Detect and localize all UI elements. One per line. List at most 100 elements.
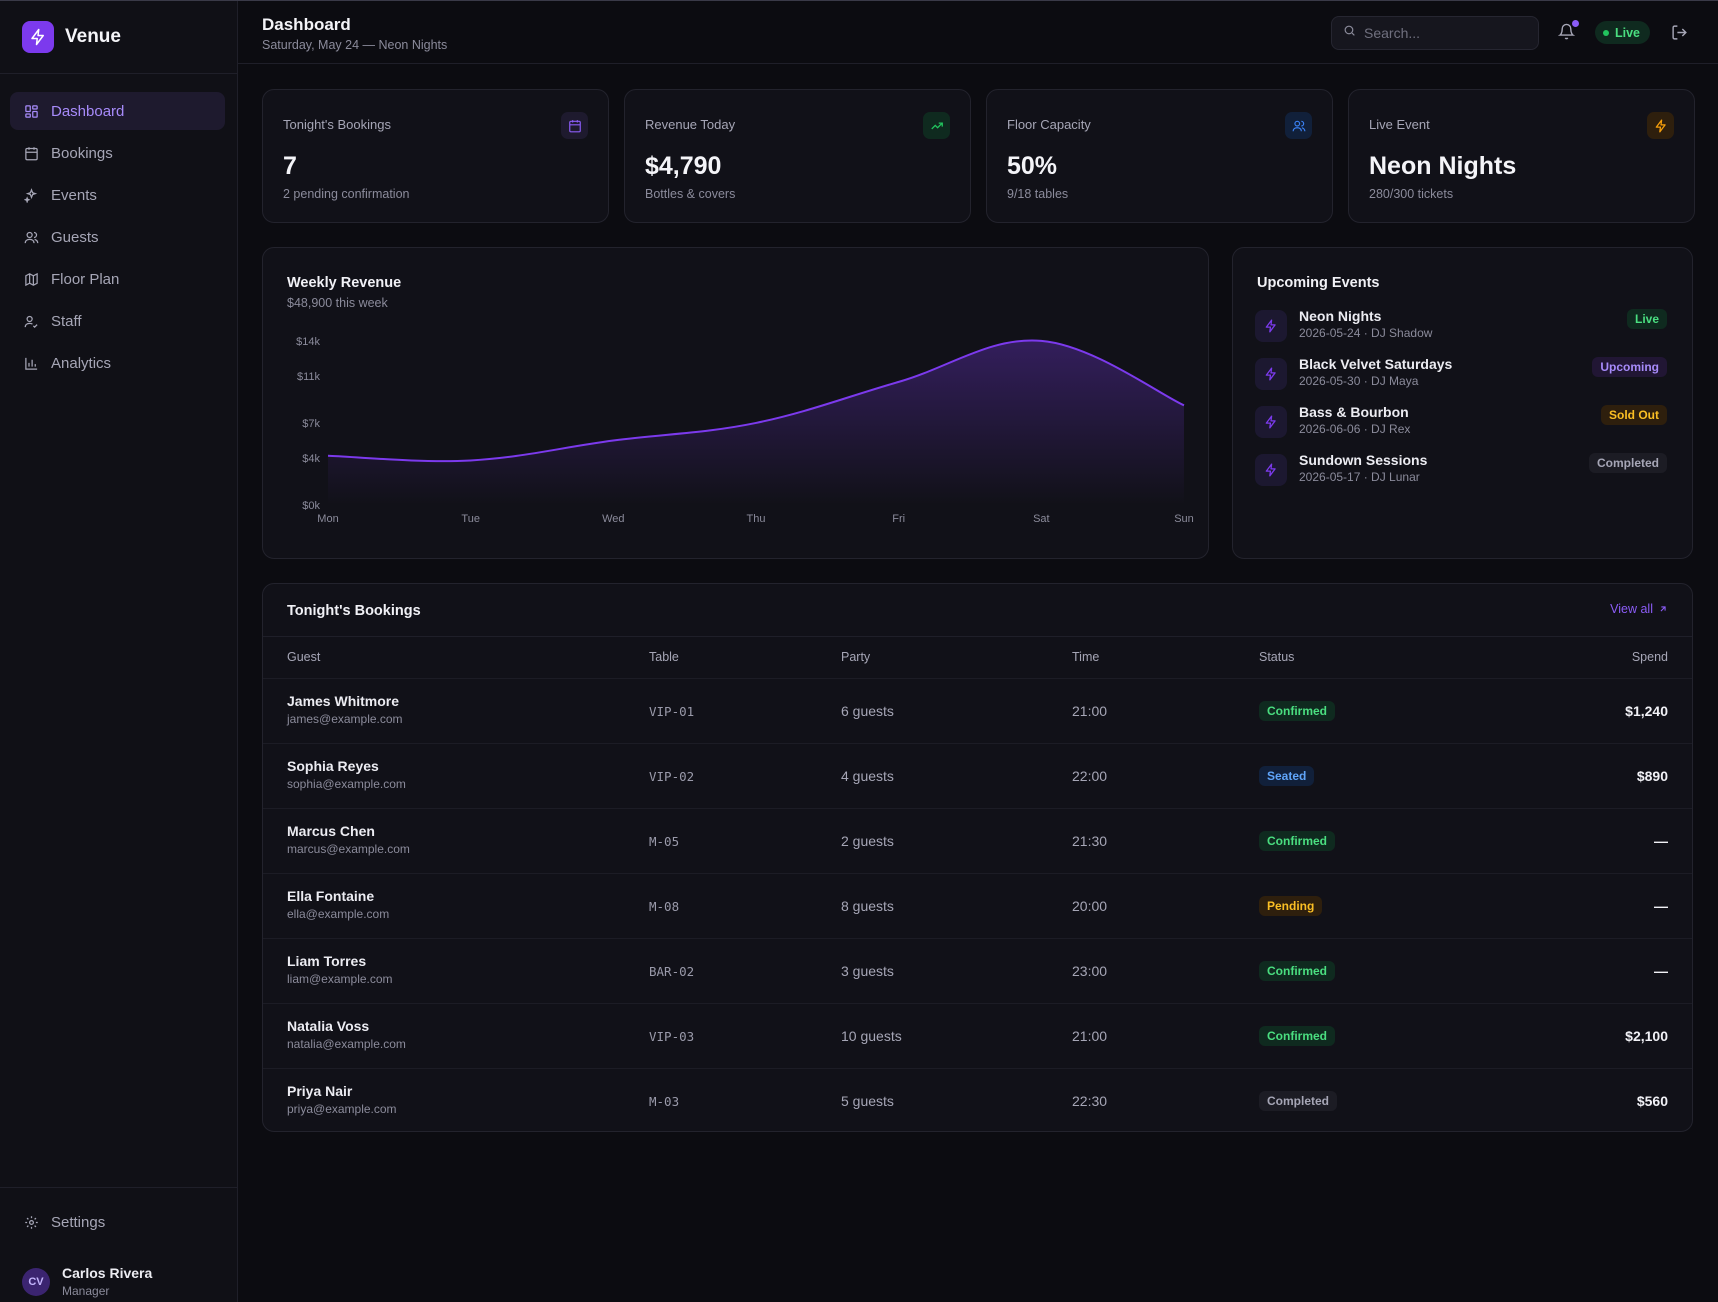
table-row[interactable]: Natalia Voss natalia@example.com VIP-03 … (263, 1003, 1692, 1068)
bell-icon (1557, 23, 1576, 44)
guest-name: James Whitmore (287, 693, 400, 709)
arrow-up-right-icon (1658, 604, 1668, 614)
table-title: Tonight's Bookings (287, 603, 421, 619)
column-header-party: Party (841, 650, 871, 664)
spend-amount: $890 (1636, 768, 1668, 784)
sidebar-item-events[interactable]: Events (10, 176, 225, 214)
upcoming-title: Upcoming Events (1257, 275, 1380, 291)
view-all-link[interactable]: View all (1610, 602, 1668, 616)
status-badge: Confirmed (1259, 1026, 1335, 1046)
booking-time: 22:30 (1072, 1093, 1108, 1109)
event-meta: 2026-05-24 · DJ Shadow (1299, 326, 1433, 340)
booking-time: 21:30 (1072, 833, 1108, 849)
search-icon (1343, 24, 1356, 42)
sparkle-icon (23, 187, 39, 203)
guest-email: sophia@example.com (287, 777, 406, 791)
x-tick-label: Sat (1033, 513, 1050, 525)
guest-email: natalia@example.com (287, 1037, 406, 1051)
page-subtitle: Saturday, May 24 — Neon Nights (262, 38, 448, 52)
bolt-icon (1255, 358, 1287, 390)
table-id: VIP-03 (649, 1029, 695, 1044)
search-input[interactable] (1364, 25, 1524, 41)
status-badge: Sold Out (1601, 405, 1667, 425)
table-row[interactable]: Sophia Reyes sophia@example.com VIP-02 4… (263, 743, 1692, 808)
table-row[interactable]: Liam Torres liam@example.com BAR-02 3 gu… (263, 938, 1692, 1003)
stat-value: 7 (283, 152, 297, 180)
stat-sub: 280/300 tickets (1369, 187, 1454, 201)
event-meta: 2026-05-30 · DJ Maya (1299, 374, 1419, 388)
booking-time: 21:00 (1072, 1028, 1108, 1044)
event-item[interactable]: Black Velvet Saturdays 2026-05-30 · DJ M… (1255, 352, 1667, 396)
x-tick-label: Mon (317, 513, 338, 525)
sidebar-item-guests[interactable]: Guests (10, 218, 225, 256)
user-name: Carlos Rivera (62, 1265, 153, 1281)
live-status-badge: Live (1595, 21, 1651, 44)
sidebar-item-label: Bookings (51, 144, 113, 162)
logout-button[interactable] (1671, 24, 1689, 42)
user-profile[interactable]: CV Carlos Rivera Manager (22, 1265, 152, 1298)
table-id: M-03 (649, 1094, 680, 1109)
column-header-guest: Guest (287, 650, 321, 664)
stat-sub: Bottles & covers (645, 187, 736, 201)
stat-card-live-event: Live Event Neon Nights 280/300 tickets (1348, 89, 1695, 223)
y-tick-label: $11k (297, 371, 321, 383)
guest-email: ella@example.com (287, 907, 390, 921)
table-id: M-08 (649, 899, 680, 914)
sidebar-item-bookings[interactable]: Bookings (10, 134, 225, 172)
column-header-time: Time (1072, 650, 1100, 664)
status-badge: Seated (1259, 766, 1315, 786)
stat-sub: 9/18 tables (1007, 187, 1069, 201)
sidebar-item-settings[interactable]: Settings (23, 1214, 105, 1231)
column-header-spend: Spend (1631, 650, 1668, 664)
table-row[interactable]: Ella Fontaine ella@example.com M-08 8 gu… (263, 873, 1692, 938)
gear-icon (23, 1215, 39, 1231)
event-meta: 2026-05-17 · DJ Lunar (1299, 470, 1420, 484)
upcoming-events-panel: Upcoming Events Neon Nights 2026-05-24 ·… (1232, 247, 1693, 559)
table-row[interactable]: Priya Nair priya@example.com M-03 5 gues… (263, 1068, 1692, 1133)
divider (0, 73, 237, 74)
sidebar-item-staff[interactable]: Staff (10, 302, 225, 340)
stat-card-capacity: Floor Capacity 50% 9/18 tables (986, 89, 1333, 223)
live-dot-icon (1603, 29, 1609, 36)
user-role: Manager (62, 1284, 110, 1298)
bolt-icon (1255, 310, 1287, 342)
status-badge: Completed (1588, 453, 1667, 473)
trending-up-icon (923, 112, 950, 139)
logout-icon (1671, 25, 1688, 45)
calendar-icon (561, 112, 588, 139)
table-row[interactable]: James Whitmore james@example.com VIP-01 … (263, 678, 1692, 743)
sidebar-item-label: Floor Plan (51, 270, 120, 288)
party-size: 6 guests (841, 703, 894, 719)
status-badge: Completed (1259, 1091, 1338, 1111)
stat-value: 50% (1007, 152, 1058, 180)
spend-amount: $560 (1636, 1093, 1668, 1109)
event-item[interactable]: Neon Nights 2026-05-24 · DJ Shadow Live (1255, 304, 1667, 348)
event-item[interactable]: Bass & Bourbon 2026-06-06 · DJ Rex Sold … (1255, 400, 1667, 444)
sidebar-item-analytics[interactable]: Analytics (10, 344, 225, 382)
bar-chart-icon (23, 355, 39, 371)
table-id: BAR-02 (649, 964, 695, 979)
party-size: 5 guests (841, 1093, 894, 1109)
brand[interactable]: Venue (22, 21, 121, 53)
users-icon (23, 229, 39, 245)
booking-time: 22:00 (1072, 768, 1108, 784)
user-check-icon (23, 313, 39, 329)
booking-time: 20:00 (1072, 898, 1108, 914)
spend-amount: — (1654, 963, 1668, 979)
sidebar-item-dashboard[interactable]: Dashboard (10, 92, 225, 130)
spend-amount: $1,240 (1625, 703, 1668, 719)
users-icon (1285, 112, 1312, 139)
guest-name: Natalia Voss (287, 1018, 370, 1034)
stat-value: Neon Nights (1369, 152, 1517, 180)
sidebar-item-floor-plan[interactable]: Floor Plan (10, 260, 225, 298)
table-row[interactable]: Marcus Chen marcus@example.com M-05 2 gu… (263, 808, 1692, 873)
search-box[interactable] (1331, 16, 1539, 50)
notifications-button[interactable] (1557, 20, 1579, 44)
stat-label: Tonight's Bookings (283, 117, 391, 132)
guest-name: Liam Torres (287, 953, 367, 969)
page-title: Dashboard (262, 15, 351, 34)
weekly-revenue-panel: Weekly Revenue $48,900 this week $0k $4k $… (262, 247, 1209, 559)
revenue-area (328, 340, 1184, 505)
event-item[interactable]: Sundown Sessions 2026-05-17 · DJ Lunar C… (1255, 448, 1667, 492)
top-header: Dashboard Saturday, May 24 — Neon Nights… (238, 1, 1718, 64)
